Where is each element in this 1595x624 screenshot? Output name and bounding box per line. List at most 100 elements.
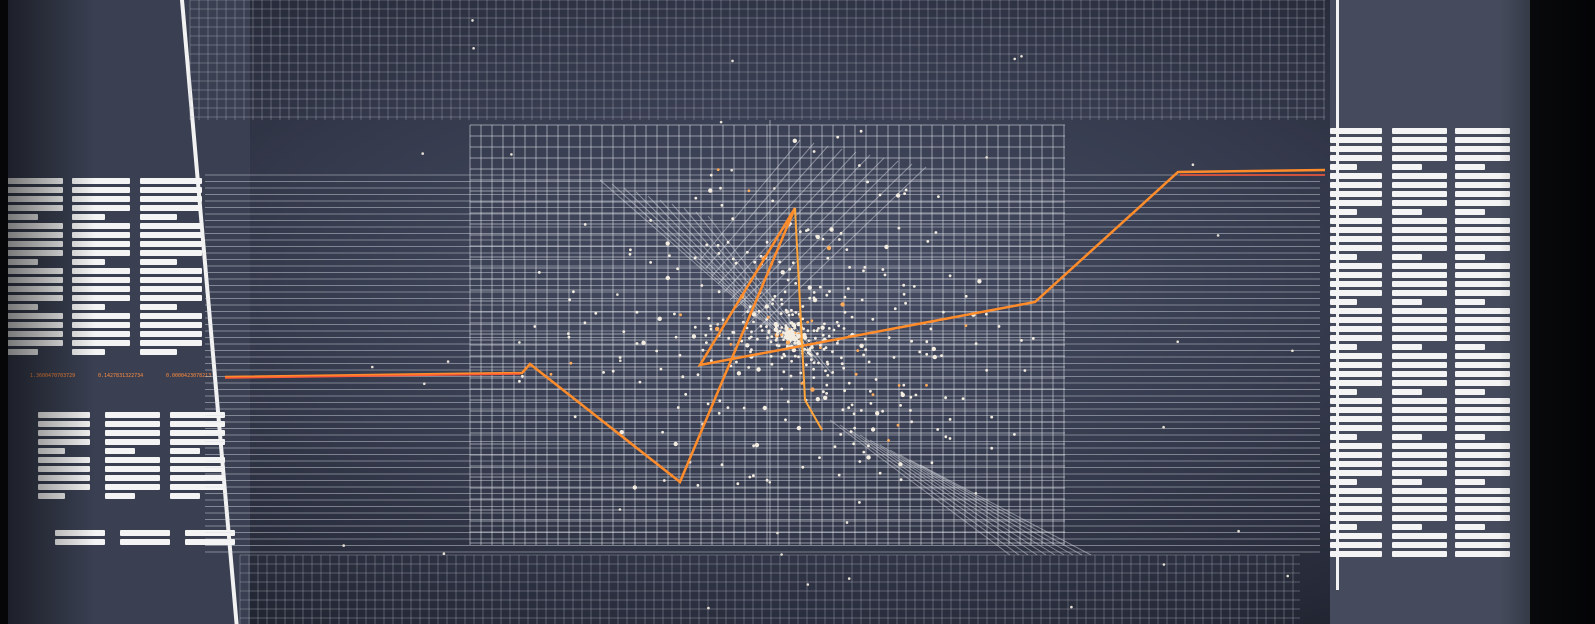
text-line <box>1455 452 1510 458</box>
scatter-point <box>649 219 653 222</box>
scatter-point <box>826 256 830 260</box>
scatter-point <box>776 332 779 336</box>
scatter-point <box>909 409 912 412</box>
text-line <box>1330 551 1382 557</box>
text-line <box>1455 281 1510 287</box>
text-line <box>1392 470 1447 476</box>
text-line <box>1455 290 1510 296</box>
scatter-point <box>787 313 791 317</box>
scatter-point <box>742 406 746 410</box>
text-line <box>1392 137 1447 143</box>
text-line <box>1455 128 1510 134</box>
scatter-point <box>764 304 769 309</box>
text-line <box>1455 164 1485 170</box>
scatter-point <box>693 256 697 260</box>
scatter-point <box>937 195 940 199</box>
scatter-point <box>860 298 864 302</box>
scatter-point <box>815 234 820 240</box>
scatter-point <box>871 317 875 321</box>
scatter-point <box>847 577 851 580</box>
text-line <box>1455 479 1485 485</box>
scatter-point <box>619 359 622 363</box>
scatter-point <box>823 322 826 326</box>
scatter-point <box>658 316 662 320</box>
scatter-point <box>717 411 721 415</box>
scatter-point <box>794 311 798 314</box>
text-line <box>1330 263 1382 269</box>
text-line <box>1455 416 1510 422</box>
scatter-point <box>707 606 710 610</box>
scatter-point <box>793 341 797 345</box>
scatter-point <box>936 428 940 431</box>
scatter-point <box>518 341 521 344</box>
scatter-point <box>842 366 846 370</box>
scatter-point <box>749 335 753 339</box>
scatter-point <box>730 168 733 172</box>
text-line <box>1392 173 1447 179</box>
scatter-point <box>780 553 783 556</box>
scatter-point <box>818 285 822 289</box>
scatter-point <box>735 360 738 364</box>
scatter-point <box>822 347 826 351</box>
scatter-point <box>694 196 698 200</box>
text-line <box>1392 407 1447 413</box>
scatter-point <box>803 347 806 351</box>
scatter-point <box>708 188 713 193</box>
text-line <box>1330 173 1382 179</box>
text-line <box>1330 272 1382 278</box>
scatter-point <box>731 257 735 261</box>
text-line <box>1330 506 1382 512</box>
text-line <box>1330 146 1382 152</box>
scatter-point <box>510 153 513 156</box>
text-line <box>1455 227 1510 233</box>
text-line <box>1330 182 1382 188</box>
scatter-point <box>912 285 916 288</box>
scatter-point <box>899 478 903 482</box>
scatter-point <box>942 310 945 314</box>
monitor-bezel-right <box>1530 0 1595 624</box>
scatter-point <box>775 343 779 347</box>
scatter-point <box>806 320 810 324</box>
text-line <box>1455 209 1485 215</box>
text-line <box>1392 380 1447 386</box>
text-line <box>1455 236 1510 242</box>
scatter-point <box>768 481 772 484</box>
scatter-point <box>849 430 853 433</box>
scatter-point <box>802 327 805 331</box>
scatter-point <box>931 346 936 352</box>
scatter-point <box>745 343 750 348</box>
text-line <box>1392 398 1447 404</box>
scatter-point <box>854 372 858 376</box>
scatter-point <box>572 290 575 294</box>
scatter-point <box>757 309 761 313</box>
text-line <box>1455 299 1485 305</box>
scatter-point <box>789 374 793 378</box>
text-line <box>1330 236 1382 242</box>
text-line <box>1392 371 1447 377</box>
scatter-point <box>902 283 906 287</box>
text-line <box>1455 254 1485 260</box>
scatter-point <box>1020 55 1023 58</box>
text-line <box>1392 155 1447 161</box>
text-line <box>1392 524 1422 530</box>
text-line <box>1330 398 1382 404</box>
scatter-point <box>622 330 626 333</box>
scatter-point <box>839 231 843 235</box>
text-line <box>1330 218 1382 224</box>
scatter-point <box>875 411 880 416</box>
scatter-point <box>673 312 676 316</box>
scatter-point <box>864 348 868 352</box>
text-line <box>1455 245 1510 251</box>
text-line <box>1392 452 1447 458</box>
text-line <box>1392 326 1447 332</box>
scatter-point <box>866 180 869 184</box>
scatter-point <box>662 479 666 482</box>
scatter-point <box>827 327 831 330</box>
scatter-point <box>843 389 846 393</box>
scatter-point <box>798 230 802 234</box>
scatter-point <box>594 311 598 315</box>
scatter-point <box>766 316 770 319</box>
text-line <box>1392 191 1447 197</box>
scatter-point <box>837 324 841 328</box>
